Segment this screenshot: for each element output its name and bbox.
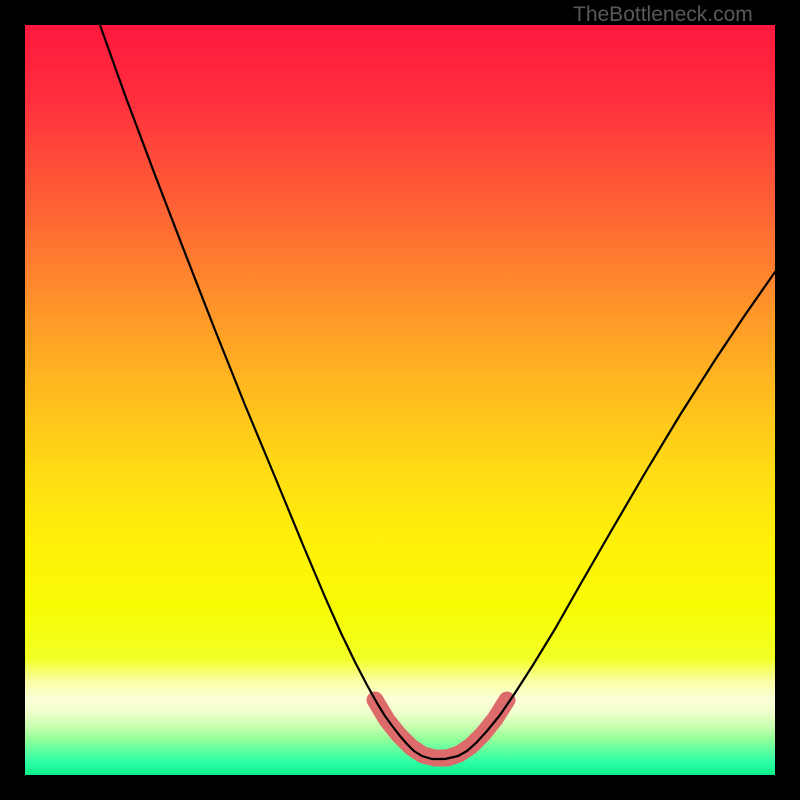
watermark-text: TheBottleneck.com <box>573 3 753 27</box>
plot-area <box>25 25 775 775</box>
gradient-background <box>25 25 775 775</box>
chart-svg <box>25 25 775 775</box>
